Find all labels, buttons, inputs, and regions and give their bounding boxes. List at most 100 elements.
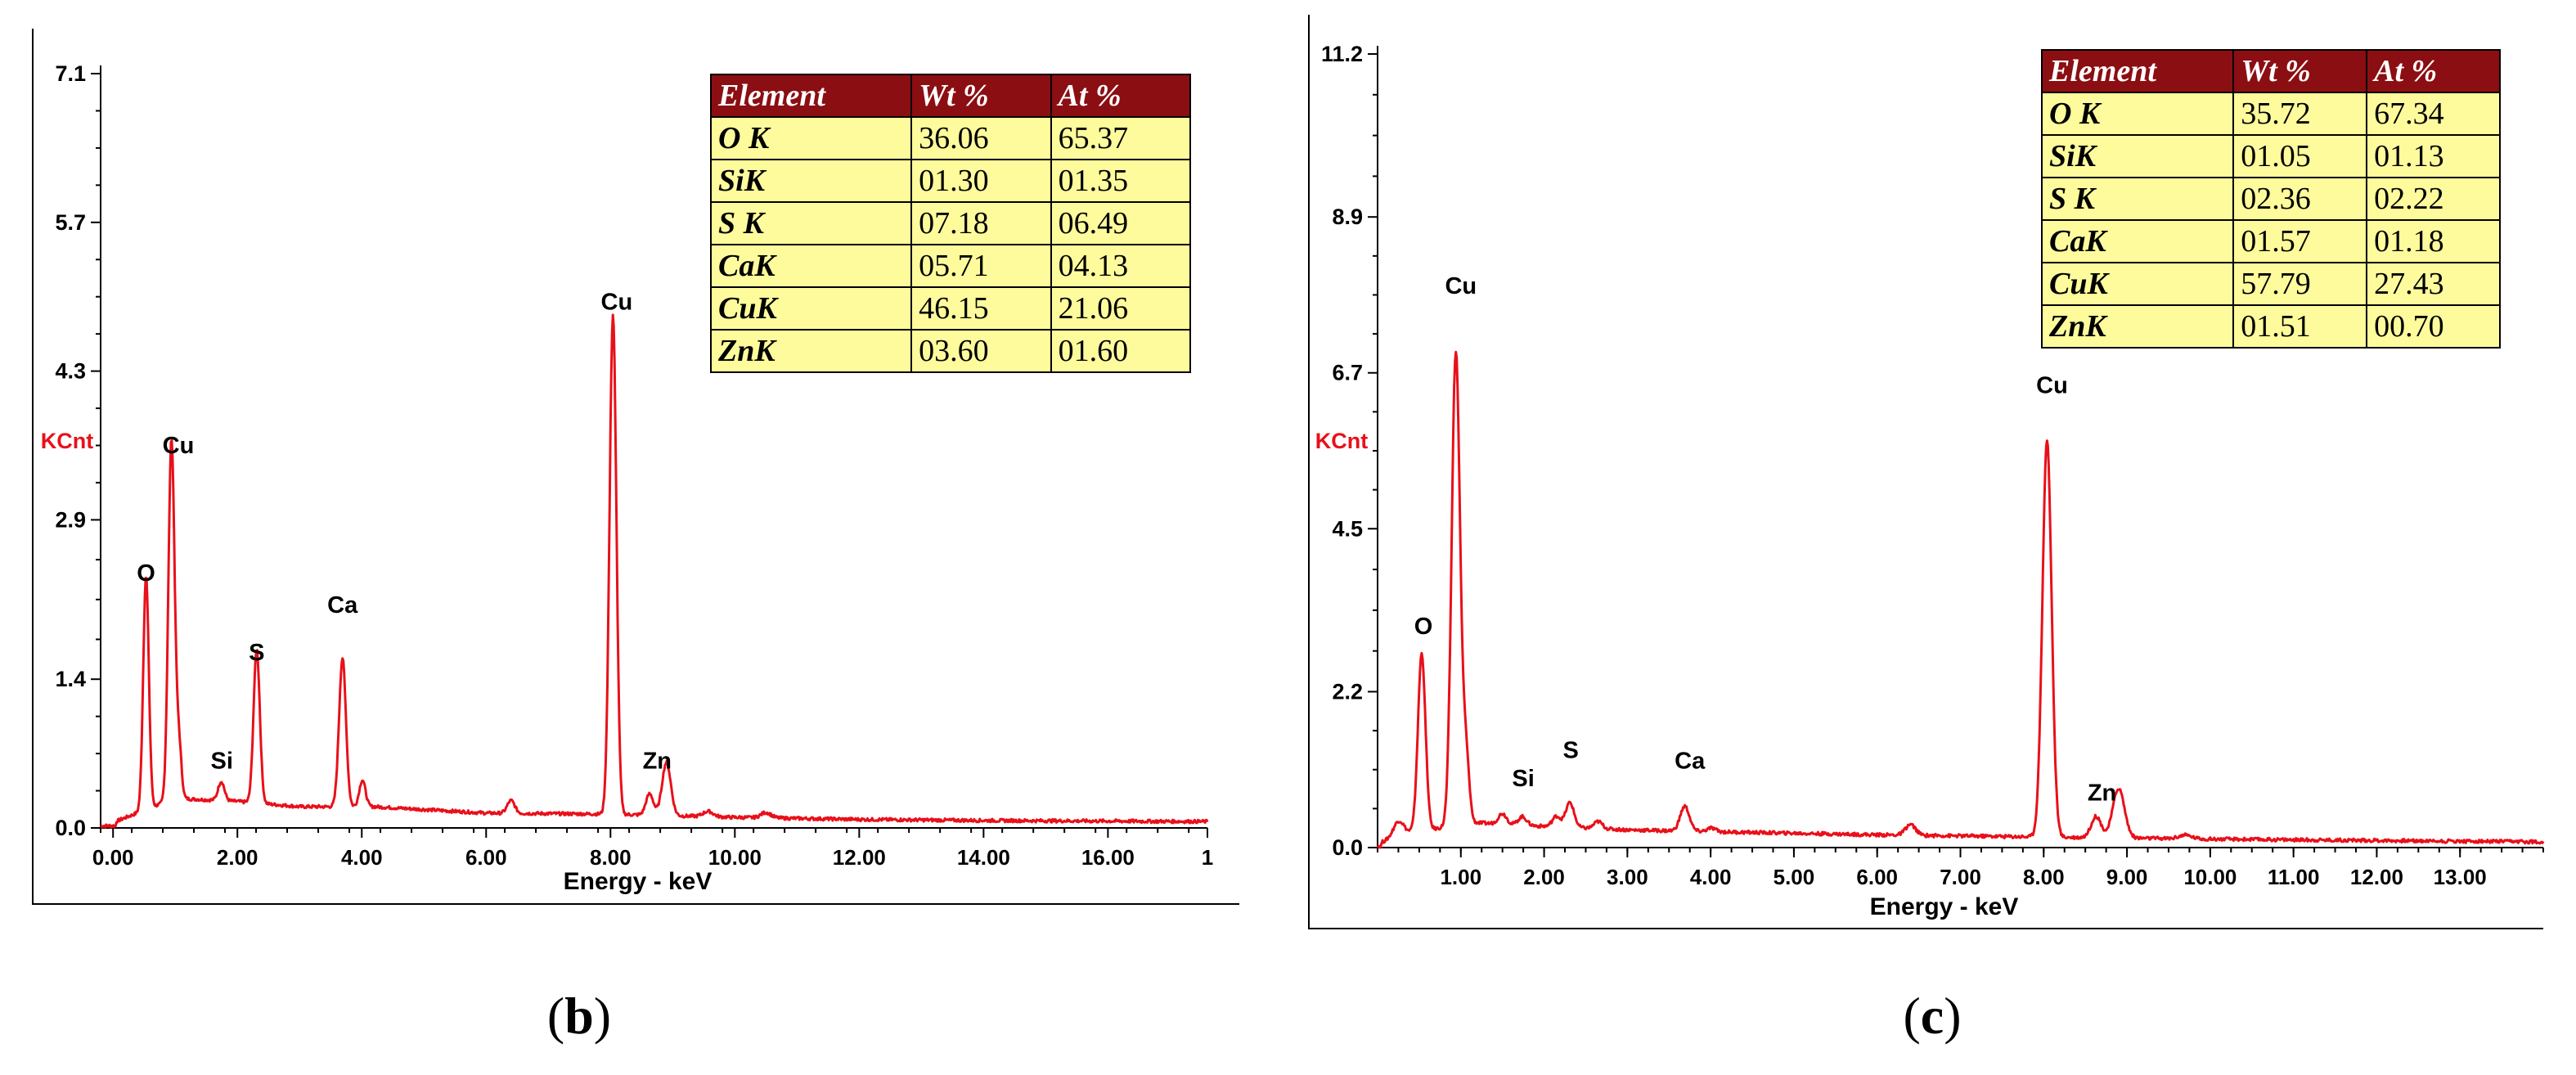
spectrum-line [100,313,1209,829]
table-row: S K 07.18 06.49 [709,201,1192,245]
table-value-cell: 65.37 [1050,116,1192,160]
x-tick-label: 11.00 [2268,865,2320,889]
x-tick-label: 16.00 [1081,845,1135,870]
table-element-cell: O K [2040,92,2235,136]
peak-label-cu: Cu [1445,273,1477,299]
y-tick-label: 1.4 [55,667,86,691]
x-tick-label: 8.00 [590,845,632,870]
table-row: CaK 01.57 01.18 [2040,219,2501,263]
x-tick-label: 12.00 [833,845,886,870]
table-value-cell: 67.34 [2366,92,2501,136]
y-tick-label: 5.7 [55,210,86,235]
table-element-cell: O K [709,116,913,160]
y-tick-label: 0.0 [55,816,86,840]
x-tick-label: 1.00 [1440,865,1481,889]
y-tick-label: 2.2 [1332,679,1363,704]
table-row: ZnK 03.60 01.60 [709,329,1192,373]
table-element-cell: CuK [2040,262,2235,306]
peak-label-cu: Cu [2036,372,2068,398]
panel-frame [1308,15,2543,929]
table-value-cell: 57.79 [2232,262,2368,306]
table-value-cell: 01.35 [1050,159,1192,203]
y-tick-label: 7.1 [55,61,86,86]
table-value-cell: 02.36 [2232,177,2368,221]
spectrum-line [1376,350,2545,849]
table-header-cell: Wt % [2232,49,2368,93]
table-row: O K 36.06 65.37 [709,116,1192,160]
table-row: ZnK 01.51 00.70 [2040,304,2501,349]
y-tick-label: 2.9 [55,507,86,532]
table-value-cell: 01.30 [910,159,1052,203]
peak-label-s: S [1562,737,1578,763]
peak-label-si: Si [1512,766,1534,792]
table-value-cell: 01.18 [2366,219,2501,263]
caption-close-paren: ) [1944,987,1962,1045]
x-tick-label: 10.00 [2183,865,2237,889]
table-row: S K 02.36 02.22 [2040,177,2501,221]
x-tick-label: 5.00 [1774,865,1815,889]
x-tick-label: 13.00 [2434,865,2487,889]
y-tick-label: 4.5 [1332,516,1363,541]
caption-letter: b [564,987,594,1045]
table-element-cell: SiK [2040,134,2235,178]
peak-label-s: S [249,640,264,666]
table-value-cell: 01.13 [2366,134,2501,178]
table-element-cell: CuK [709,286,913,331]
table-value-cell: 02.22 [2366,177,2501,221]
panel-frame [32,29,1239,905]
table-row: CuK 57.79 27.43 [2040,262,2501,306]
table-header-row: Element Wt % At % [2040,49,2501,93]
caption-close-paren: ) [593,987,612,1045]
table-header-cell: Wt % [910,74,1052,118]
peak-label-o: O [137,560,155,587]
peak-label-o: O [1414,614,1433,640]
table-element-cell: ZnK [2040,304,2235,349]
x-axis-title: Energy - keV [564,868,713,895]
x-tick-label: 12.00 [2350,865,2403,889]
table-value-cell: 35.72 [2232,92,2368,136]
table-element-cell: CaK [2040,219,2235,263]
table-value-cell: 01.57 [2232,219,2368,263]
caption-open-paren: ( [546,987,565,1045]
peak-label-ca: Ca [327,592,358,618]
caption-open-paren: ( [1903,987,1921,1045]
y-tick-label: 0.0 [1332,835,1363,860]
table-element-cell: S K [2040,177,2235,221]
y-tick-label: 11.2 [1321,42,1363,66]
table-value-cell: 36.06 [910,116,1052,160]
x-tick-label: 4.00 [341,845,383,870]
table-value-cell: 03.60 [910,329,1052,373]
x-tick-label: 14.00 [957,845,1010,870]
x-tick-label: 7.00 [1940,865,1981,889]
peak-label-zn: Zn [643,749,672,775]
edx-spectrum-panel-b: 0.01.42.94.35.77.10.00 2.00 4.00 6.00 8.00 10… [32,29,1239,905]
table-element-cell: CaK [709,244,913,288]
x-tick-label: 3.00 [1607,865,1648,889]
panel-caption-b: (b) [497,986,661,1046]
x-tick-label: 10.00 [708,845,762,870]
table-header-cell: Element [2040,49,2235,93]
table-value-cell: 05.71 [910,244,1052,288]
table-header-cell: At % [1050,74,1192,118]
table-value-cell: 04.13 [1050,244,1192,288]
table-value-cell: 06.49 [1050,201,1192,245]
y-axis-title: KCnt [41,429,93,453]
table-header-cell: Element [709,74,913,118]
table-element-cell: S K [709,201,913,245]
table-row: CuK 46.15 21.06 [709,286,1192,331]
composition-table-c: Element Wt % At % O K 35.72 67.34 SiK 01.05 01.1… [2040,49,2501,349]
peak-label-si: Si [211,749,233,775]
y-tick-label: 8.9 [1332,205,1363,229]
table-element-cell: SiK [709,159,913,203]
x-tick-label: 1 [1202,845,1213,870]
y-axis-title: KCnt [1315,429,1368,453]
composition-table-b: Element Wt % At % O K 36.06 65.37 SiK 01.30 01.3… [709,74,1192,373]
table-row: O K 35.72 67.34 [2040,92,2501,136]
x-tick-label: 4.00 [1690,865,1732,889]
table-value-cell: 00.70 [2366,304,2501,349]
x-axis-title: Energy - keV [1870,893,2019,920]
x-tick-label: 6.00 [465,845,507,870]
table-row: CaK 05.71 04.13 [709,244,1192,288]
peak-label-zn: Zn [2088,780,2116,806]
peak-label-ca: Ca [1675,748,1706,774]
